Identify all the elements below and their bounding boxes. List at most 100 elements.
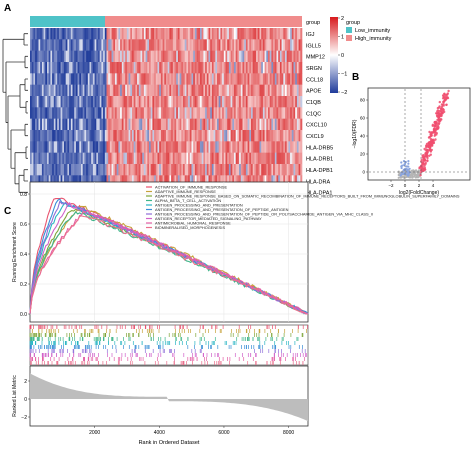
heatmap-cell <box>174 141 177 153</box>
volcano-point-up <box>440 109 443 112</box>
heatmap-cell <box>210 130 213 142</box>
heatmap-cell <box>189 141 192 153</box>
heatmap-cell <box>274 130 277 142</box>
heatmap-cell <box>251 62 253 74</box>
heatmap-cell <box>123 141 126 153</box>
heatmap-cell <box>96 96 99 108</box>
heatmap-cell <box>145 107 148 119</box>
heatmap-cell <box>96 118 99 131</box>
heatmap-cell <box>96 164 99 176</box>
heatmap-cell <box>203 96 206 108</box>
heatmap-cell <box>181 50 184 63</box>
heatmap-cell <box>201 73 204 85</box>
heatmap-cell <box>33 73 36 85</box>
heatmap-cell <box>169 84 172 97</box>
heatmap-cell <box>103 141 106 153</box>
heatmap-cell <box>262 130 265 142</box>
heatmap-cell <box>279 73 282 85</box>
heatmap-cell <box>264 130 267 142</box>
heatmap-cell <box>155 39 158 51</box>
heatmap-cell <box>157 118 160 131</box>
heatmap-cell <box>259 175 262 187</box>
heatmap-cell <box>205 84 208 97</box>
heatmap-cell <box>186 118 189 131</box>
heatmap-cell <box>64 73 66 85</box>
heatmap-cell <box>125 73 128 85</box>
heatmap-cell <box>176 164 179 176</box>
heatmap-cell <box>35 152 38 165</box>
heatmap-cell <box>65 50 68 63</box>
heatmap-cell <box>130 141 133 153</box>
heatmap-cell <box>298 141 301 153</box>
heatmap-cell <box>74 96 77 108</box>
heatmap-cell <box>269 107 272 119</box>
heatmap-cell <box>262 175 265 187</box>
heatmap-cell <box>281 39 284 51</box>
heatmap-cell <box>186 73 189 85</box>
heatmap-cell <box>79 175 82 187</box>
heatmap-cell <box>186 175 189 187</box>
heatmap-cell <box>240 141 243 153</box>
heatmap-cell <box>57 107 60 119</box>
heatmap-cell <box>36 73 39 85</box>
heatmap-cell <box>81 28 83 40</box>
heatmap-cell <box>98 39 100 51</box>
heatmap-cell <box>81 130 83 142</box>
heatmap-cell <box>30 73 32 85</box>
heatmap-cell <box>191 50 194 63</box>
heatmap-cell <box>164 141 167 153</box>
heatmap-cell <box>126 152 129 165</box>
heatmap-cell <box>125 84 128 97</box>
heatmap-cell <box>201 62 204 74</box>
heatmap-cell <box>87 118 90 131</box>
heatmap-cell <box>227 73 230 85</box>
heatmap-cell <box>48 152 51 165</box>
heatmap-cell <box>135 28 138 40</box>
heatmap-cell <box>135 107 138 119</box>
heatmap-cell <box>145 39 148 51</box>
heatmap-cell <box>67 141 70 153</box>
heatmap-cell <box>235 141 238 153</box>
heatmap-cell <box>172 50 175 63</box>
heatmap-cell <box>118 62 121 74</box>
heatmap-cell <box>67 107 70 119</box>
heatmap-cell <box>77 152 80 165</box>
heatmap-cell <box>86 107 89 119</box>
metric-ytick-label: 0 <box>24 397 27 403</box>
heatmap-cell <box>43 175 46 187</box>
heatmap-cell <box>186 152 189 165</box>
heatmap-cell <box>48 164 51 176</box>
heatmap-cell <box>142 73 145 85</box>
heatmap-cell <box>166 62 168 74</box>
heatmap-cell <box>259 107 262 119</box>
heatmap-cell <box>239 164 242 176</box>
heatmap-cell <box>164 107 167 119</box>
heatmap-cell <box>222 152 225 165</box>
heatmap-cell <box>108 118 111 131</box>
heatmap-cell <box>223 164 226 176</box>
heatmap-cell <box>271 28 274 40</box>
volcano-point-down <box>402 172 405 175</box>
heatmap-cell <box>121 96 124 108</box>
heatmap-cell <box>103 50 106 63</box>
heatmap-cell <box>143 175 146 187</box>
heatmap-cell <box>98 130 100 142</box>
heatmap-cell <box>132 107 134 119</box>
heatmap-cell <box>113 84 116 97</box>
heatmap-cell <box>89 28 92 40</box>
heatmap-cell <box>256 107 259 119</box>
heatmap-cell <box>160 141 163 153</box>
heatmap-cell <box>98 152 100 165</box>
heatmap-cell <box>140 164 143 176</box>
heatmap-cell <box>48 73 51 85</box>
heatmap-cell <box>200 84 202 97</box>
heatmap-cell <box>290 50 293 63</box>
heatmap-cell <box>40 84 43 97</box>
heatmap-cell <box>74 164 77 176</box>
heatmap-cell <box>218 39 221 51</box>
heatmap-cell <box>251 130 253 142</box>
heatmap-cell <box>162 96 165 108</box>
heatmap-cell <box>125 118 128 131</box>
heatmap-cell <box>113 175 116 187</box>
heatmap-cell <box>177 73 180 85</box>
